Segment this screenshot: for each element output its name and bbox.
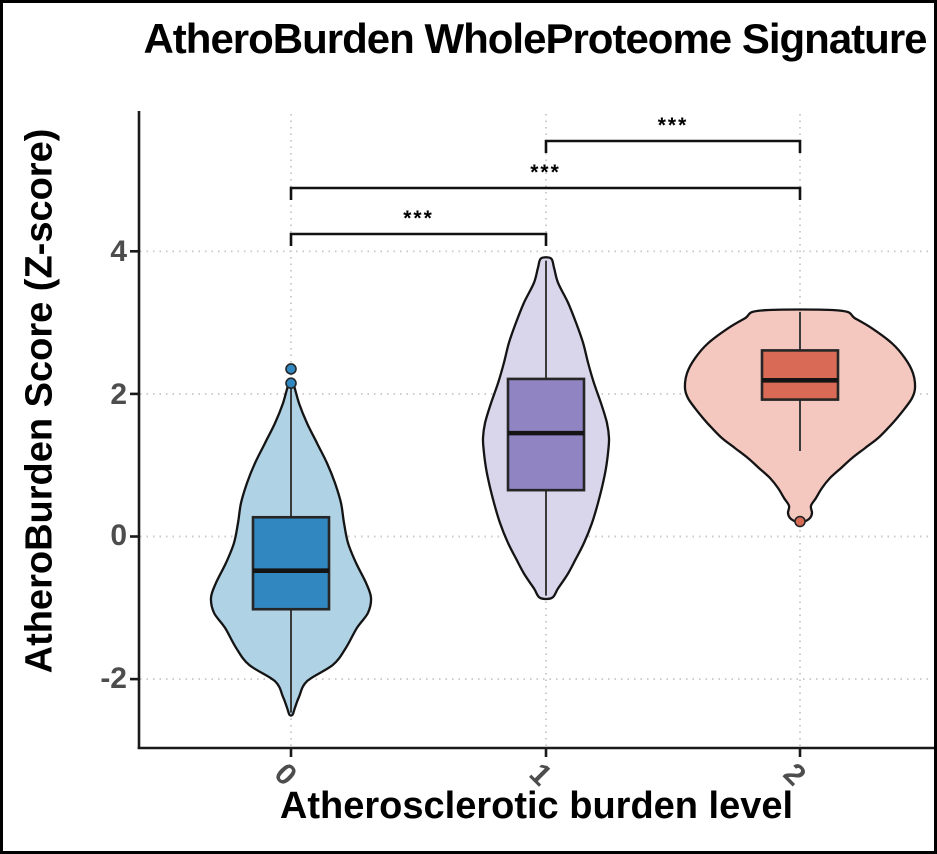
outlier-dot-2 [794, 515, 806, 528]
violin-plot-canvas [130, 111, 934, 757]
significance-bracket-2 [544, 139, 802, 153]
y-tick-label-4: 4 [110, 235, 127, 268]
y-tick-label-neg2: -2 [100, 662, 127, 695]
chart-title: AtheroBurden WholeProteome Signature [143, 15, 927, 62]
significance-label-0-2: *** [530, 161, 561, 184]
significance-label-0-1: *** [403, 207, 434, 230]
significance-bracket-1 [289, 186, 802, 200]
outlier-dot-0 [285, 363, 297, 375]
significance-label-1-2: *** [657, 114, 689, 137]
x-axis-title: Atherosclerotic burden level [279, 785, 794, 827]
y-tick-label-2: 2 [110, 378, 127, 411]
y-tick-label-0: 0 [110, 519, 127, 552]
box-0 [251, 515, 331, 611]
box-2 [760, 349, 840, 401]
outlier-dot-0 [285, 377, 297, 390]
significance-bracket-0 [289, 232, 548, 246]
